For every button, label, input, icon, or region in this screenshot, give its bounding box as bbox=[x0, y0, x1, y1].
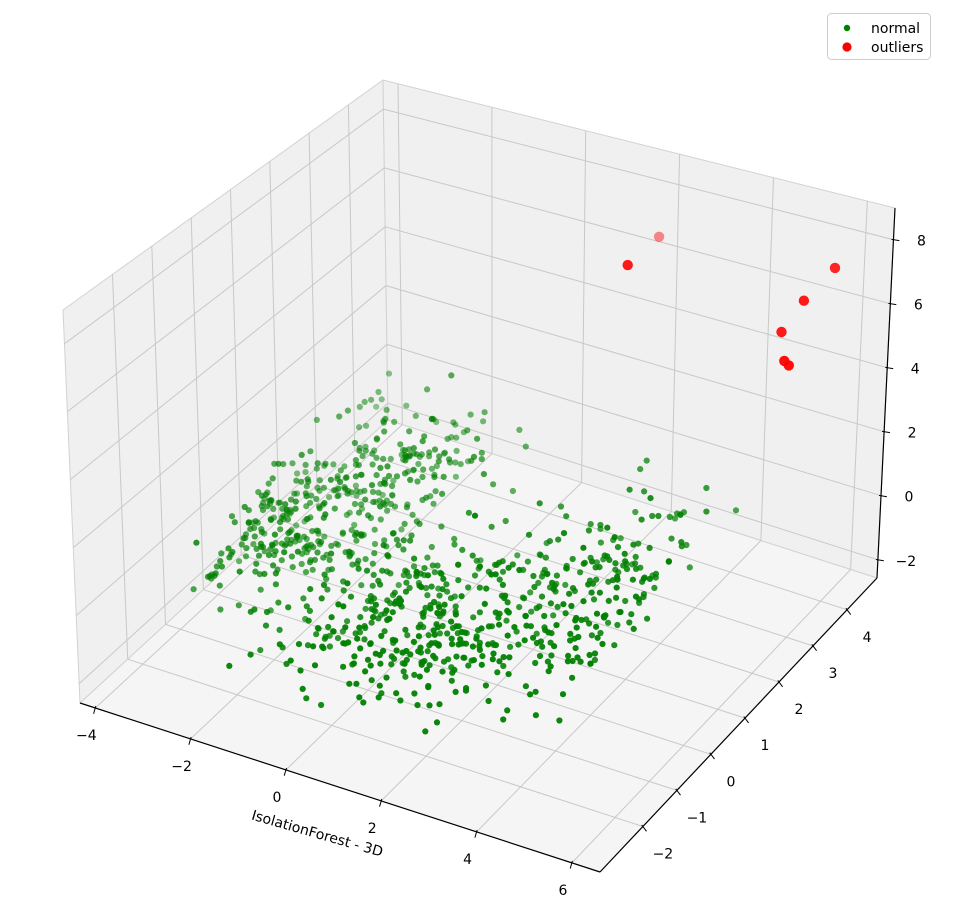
z-tick-label: 0 bbox=[905, 490, 914, 506]
y-tick-label: 4 bbox=[863, 630, 872, 646]
axis-lines bbox=[79, 207, 896, 873]
outlier-point bbox=[622, 259, 633, 271]
y-tick-label: −2 bbox=[653, 847, 674, 863]
legend: normal outliers bbox=[827, 13, 931, 60]
y-tick-label: 1 bbox=[761, 738, 770, 754]
y-tick-label: 2 bbox=[795, 702, 804, 718]
x-tick-label: −4 bbox=[76, 728, 97, 744]
normal-points-series bbox=[190, 370, 740, 735]
z-tick-label: 2 bbox=[908, 426, 917, 442]
outlier-point bbox=[653, 231, 665, 242]
outlier-point bbox=[783, 360, 794, 371]
y-tick-label: 0 bbox=[726, 774, 735, 790]
outlier-point bbox=[776, 326, 787, 338]
x-tick-label: 2 bbox=[368, 821, 377, 837]
x-tick-label: 4 bbox=[463, 852, 472, 868]
legend-marker-normal-icon bbox=[843, 24, 851, 32]
legend-label-outliers: outliers bbox=[871, 40, 923, 56]
outlier-point bbox=[798, 295, 810, 306]
x-tick-label: −2 bbox=[171, 759, 192, 775]
tick-marks bbox=[93, 238, 900, 869]
x-tick-label: 0 bbox=[272, 790, 281, 806]
x-axis-label: IsolationForest - 3D bbox=[250, 808, 385, 861]
x-tick-label: 6 bbox=[558, 883, 567, 899]
z-tick-label: 8 bbox=[917, 234, 926, 250]
grid-lines bbox=[64, 83, 894, 864]
y-tick-label: 3 bbox=[829, 666, 838, 682]
legend-marker-outliers-icon bbox=[842, 42, 852, 52]
z-tick-label: 6 bbox=[914, 298, 923, 314]
plot-panes bbox=[62, 79, 896, 873]
z-tick-label: −2 bbox=[896, 554, 917, 570]
tick-labels: −4 −2 0 2 4 6 −2 −1 0 1 2 3 4 −2 0 2 4 6 8 bbox=[76, 234, 926, 899]
legend-box bbox=[827, 13, 931, 60]
z-tick-label: 4 bbox=[911, 362, 920, 378]
outlier-points-series bbox=[622, 231, 841, 371]
legend-label-normal: normal bbox=[871, 21, 920, 37]
outlier-point bbox=[829, 262, 841, 274]
y-tick-label: −1 bbox=[687, 810, 708, 826]
